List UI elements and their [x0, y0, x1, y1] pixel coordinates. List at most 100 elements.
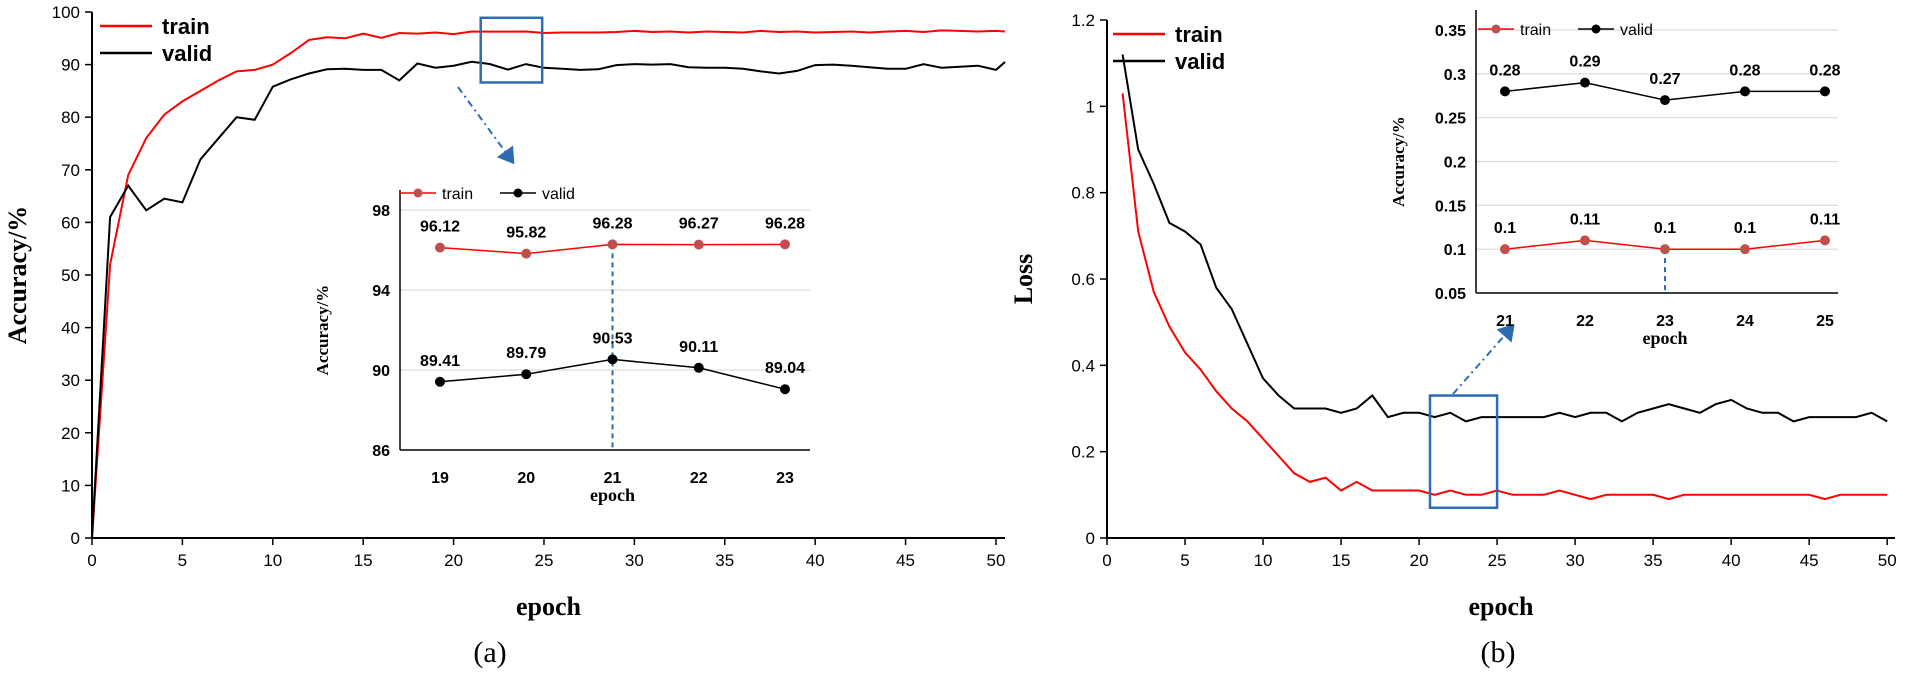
inset-data-label-valid: 90.11: [679, 339, 718, 356]
inset-point-train: [1740, 244, 1750, 255]
inset-x-tick-label: 21: [604, 470, 622, 487]
inset-point-train: [1660, 244, 1670, 255]
x-tick-label: 40: [806, 551, 825, 570]
inset-data-label-train: 96.28: [765, 215, 805, 232]
inset-y-tick-label: 98: [372, 203, 390, 220]
inset-x-tick-label: 19: [431, 470, 449, 487]
inset-y-tick-label: 0.3: [1444, 67, 1466, 84]
panel-label: (b): [1481, 636, 1516, 669]
x-tick-label: 25: [535, 551, 554, 570]
inset-x-tick-label: 20: [517, 470, 535, 487]
inset-legend-marker-train: [1491, 24, 1501, 34]
zoom-arrow: [1452, 323, 1515, 395]
x-tick-label: 30: [625, 551, 644, 570]
x-axis-title: epoch: [1469, 592, 1535, 621]
inset-legend-marker-train: [413, 188, 423, 198]
inset-legend-marker-valid: [513, 188, 523, 198]
chart-a-accuracy: 0 5 10 15 20 25 30 35 40 45 50 0 10 20 30 40 50 60 70 80 90 1…: [3, 3, 1006, 669]
inset-data-label-valid: 89.79: [506, 345, 546, 362]
inset-data-label-train: 95.82: [506, 225, 546, 242]
x-tick-label: 25: [1488, 551, 1507, 570]
inset-x-axis-title: epoch: [590, 485, 635, 505]
legend-label-train: train: [1175, 22, 1223, 47]
inset-y-tick-label: 0.1: [1444, 242, 1466, 259]
x-tick-label: 35: [1644, 551, 1663, 570]
series-line-train: [91, 29, 1006, 539]
x-tick-label: 0: [1102, 551, 1111, 570]
x-tick-label: 20: [444, 551, 463, 570]
inset-y-tick-label: 0.25: [1435, 111, 1466, 128]
inset-y-tick-label: 0.35: [1435, 23, 1466, 40]
inset-point-valid: [1580, 77, 1590, 88]
legend-label-train: train: [162, 14, 210, 39]
series-line-valid: [1121, 54, 1888, 423]
y-tick-label: 0.2: [1071, 443, 1095, 462]
y-tick-label: 1.2: [1071, 11, 1095, 30]
inset-point-valid: [693, 362, 704, 373]
inset-data-label-valid: 0.28: [1809, 62, 1840, 79]
x-tick-label: 5: [1180, 551, 1189, 570]
inset-point-train: [693, 239, 704, 250]
y-tick-label: 50: [61, 266, 80, 285]
y-axis-title: Loss: [1009, 254, 1038, 305]
y-tick-label: 0: [1086, 529, 1095, 548]
inset-x-tick-label: 22: [690, 470, 708, 487]
inset-point-valid: [607, 354, 618, 365]
inset-y-tick-label: 90: [372, 363, 390, 380]
zoom-highlight-box: [1428, 394, 1499, 510]
x-tick-label: 35: [715, 551, 734, 570]
legend-label-valid: valid: [162, 41, 212, 66]
inset-legend-label-train: train: [442, 186, 473, 203]
inset-chart: 86 90 94 98 19 20 21 22 23 epoch Accuracy/% 96.12 95…: [313, 186, 810, 505]
inset-point-valid: [780, 384, 790, 395]
chart-b-loss: 0 5 10 15 20 25 30 35 40 45 50 0 0.2 0.4 0.6 0.8 1 1.2 epo…: [1009, 10, 1897, 669]
inset-x-tick-label: 24: [1736, 313, 1754, 330]
inset-y-tick-label: 94: [372, 283, 390, 300]
inset-y-tick-label: 86: [372, 443, 390, 460]
panel-label: (a): [473, 636, 506, 669]
inset-data-label-valid: 90.53: [592, 330, 632, 347]
inset-point-valid: [1500, 86, 1510, 97]
x-tick-label: 30: [1566, 551, 1585, 570]
inset-point-train: [1500, 244, 1510, 255]
legend-label-valid: valid: [1175, 49, 1225, 74]
inset-y-axis-title: Accuracy/%: [313, 285, 332, 376]
y-tick-label: 70: [61, 161, 80, 180]
y-tick-label: 90: [61, 56, 80, 75]
inset-point-valid: [435, 376, 445, 387]
inset-y-tick-label: 0.15: [1435, 198, 1466, 215]
inset-x-tick-label: 21: [1496, 313, 1514, 330]
inset-legend-label-valid: valid: [542, 186, 575, 203]
x-tick-label: 5: [178, 551, 187, 570]
inset-chart: 0.05 0.1 0.15 0.2 0.25 0.3 0.35 21 22 23 24 25 epoch…: [1389, 10, 1841, 348]
inset-x-tick-label: 23: [776, 470, 794, 487]
y-tick-label: 0.6: [1071, 270, 1095, 289]
x-tick-label: 40: [1722, 551, 1741, 570]
inset-data-label-valid: 0.27: [1649, 71, 1680, 88]
inset-data-label-train: 0.1: [1734, 220, 1756, 237]
inset-point-train: [780, 239, 790, 250]
inset-data-label-train: 96.12: [420, 219, 460, 236]
inset-point-valid: [521, 369, 532, 380]
y-tick-label: 60: [61, 213, 80, 232]
inset-point-train: [435, 242, 445, 253]
x-tick-label: 20: [1410, 551, 1429, 570]
x-tick-label: 15: [354, 551, 373, 570]
x-tick-label: 10: [263, 551, 282, 570]
y-tick-label: 20: [61, 424, 80, 443]
zoom-arrow: [457, 86, 515, 165]
y-tick-label: 0.4: [1071, 356, 1095, 375]
inset-data-label-train: 96.27: [679, 216, 719, 233]
inset-x-tick-label: 25: [1816, 313, 1834, 330]
inset-point-valid: [1660, 95, 1670, 106]
inset-point-train: [1820, 235, 1830, 246]
y-tick-label: 10: [61, 476, 80, 495]
inset-point-train: [1580, 235, 1590, 246]
series-line-valid: [91, 60, 1006, 539]
y-tick-label: 0.8: [1071, 184, 1095, 203]
inset-point-train: [607, 239, 618, 250]
inset-data-label-train: 96.28: [592, 215, 632, 232]
inset-y-axis-title: Accuracy/%: [1389, 116, 1408, 207]
inset-x-axis-title: epoch: [1643, 328, 1688, 348]
inset-data-label-valid: 89.04: [765, 360, 805, 377]
